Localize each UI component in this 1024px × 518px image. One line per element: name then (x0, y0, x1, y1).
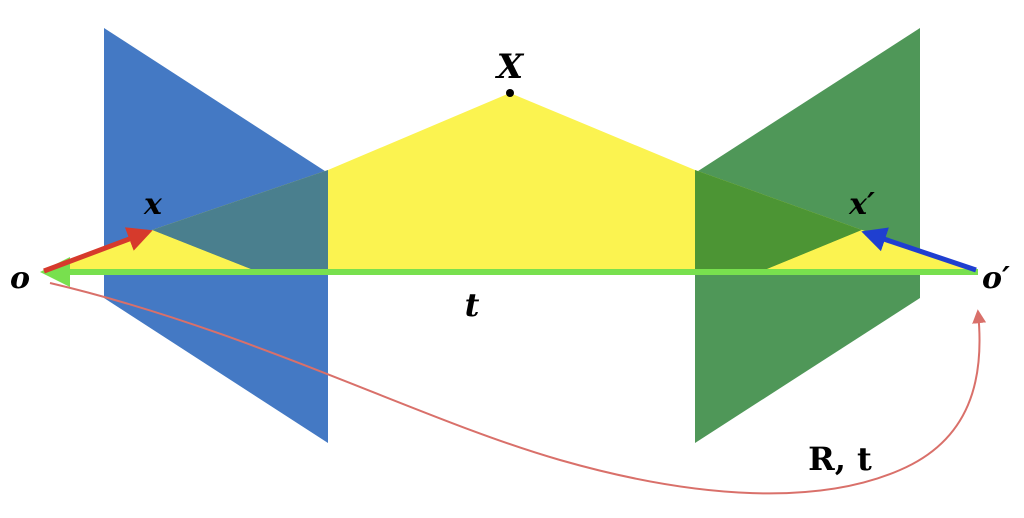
label-x-prime: x′ (848, 187, 875, 222)
transform-arc-arrow (49, 282, 987, 495)
point-X-dot (506, 89, 514, 97)
label-t: t (465, 286, 480, 324)
ray-o-to-x-arrow (43, 227, 153, 274)
ray-oprime-to-xprime-arrow (861, 227, 977, 273)
label-X: X (495, 47, 525, 87)
label-x: x (143, 187, 163, 222)
right-plane-overlap (695, 170, 862, 272)
left-plane-overlap (152, 170, 328, 272)
left-ray-triangle (42, 230, 258, 272)
label-R-t: R, t (808, 440, 872, 478)
label-o: o (10, 261, 30, 296)
label-o-prime: o′ (982, 261, 1010, 296)
